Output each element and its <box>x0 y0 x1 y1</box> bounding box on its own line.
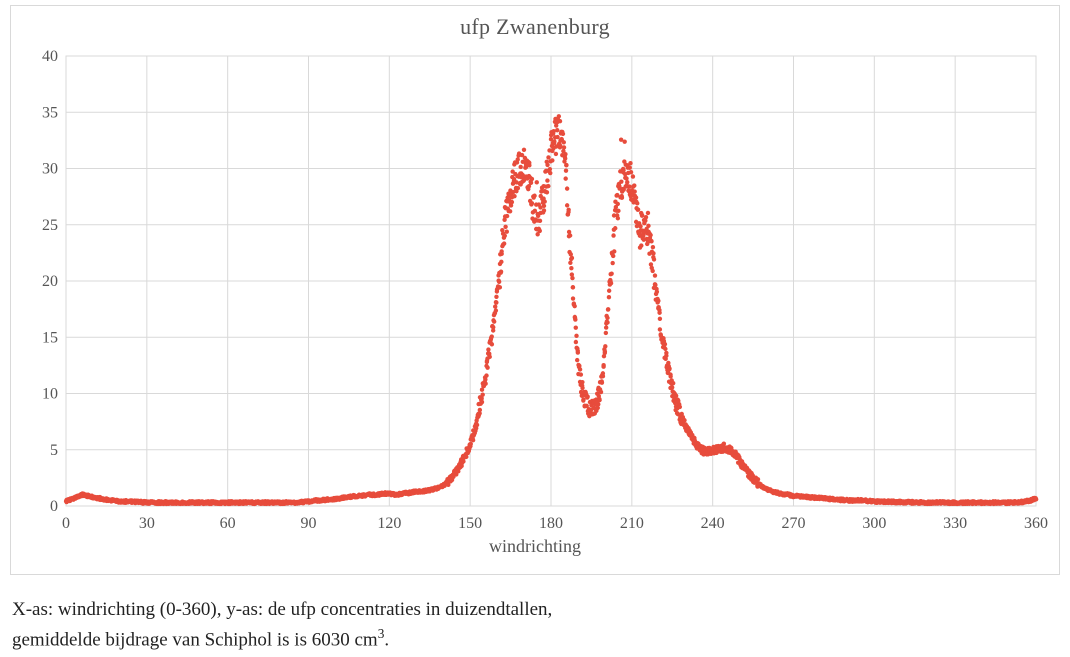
x-axis-label: windrichting <box>11 536 1059 557</box>
svg-text:10: 10 <box>42 386 58 403</box>
svg-text:360: 360 <box>1024 515 1048 532</box>
caption-line-1: X-as: windrichting (0-360), y-as: de ufp… <box>12 595 552 624</box>
caption-line-2: gemiddelde bijdrage van Schiphol is is 6… <box>12 624 552 655</box>
svg-text:30: 30 <box>139 515 155 532</box>
chart-plot-svg: 0 5 10 15 20 25 30 35 40 0 30 60 90 120 150 180 210 240 27… <box>11 6 1061 576</box>
chart-container: ufp Zwanenburg 0510152025303540030609012… <box>10 5 1060 575</box>
svg-text:270: 270 <box>782 515 806 532</box>
svg-text:60: 60 <box>220 515 236 532</box>
svg-text:90: 90 <box>301 515 317 532</box>
svg-text:20: 20 <box>42 273 58 290</box>
svg-text:35: 35 <box>42 104 58 121</box>
svg-text:300: 300 <box>862 515 886 532</box>
svg-text:180: 180 <box>539 515 563 532</box>
svg-text:210: 210 <box>620 515 644 532</box>
svg-text:0: 0 <box>62 515 70 532</box>
svg-text:150: 150 <box>458 515 482 532</box>
svg-text:5: 5 <box>50 442 58 459</box>
svg-text:0: 0 <box>50 498 58 515</box>
svg-text:25: 25 <box>42 217 58 234</box>
svg-text:240: 240 <box>701 515 725 532</box>
svg-text:15: 15 <box>42 329 58 346</box>
svg-text:330: 330 <box>943 515 967 532</box>
page-root: ufp Zwanenburg 0510152025303540030609012… <box>0 0 1070 657</box>
svg-text:30: 30 <box>42 161 58 178</box>
svg-text:40: 40 <box>42 48 58 65</box>
caption-line-2-suffix: . <box>384 630 389 651</box>
caption-line-2-prefix: gemiddelde bijdrage van Schiphol is is 6… <box>12 630 378 651</box>
caption-block: X-as: windrichting (0-360), y-as: de ufp… <box>12 595 552 655</box>
svg-text:120: 120 <box>377 515 401 532</box>
